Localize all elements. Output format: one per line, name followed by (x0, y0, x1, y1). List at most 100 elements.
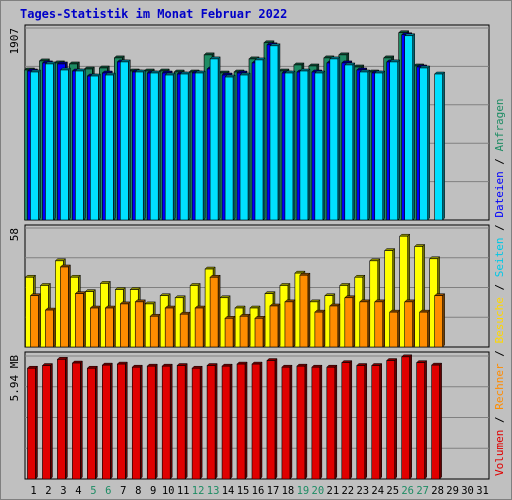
x-tick-label: 10 (162, 485, 175, 497)
bar-face (105, 307, 114, 348)
bar-side (83, 68, 86, 221)
bar-side (172, 72, 176, 221)
bar-seiten (284, 70, 296, 221)
bar-side (68, 67, 71, 221)
bar-seiten (194, 70, 206, 221)
bar-rechner (374, 299, 386, 348)
x-tick-label: 11 (177, 485, 190, 497)
bar-volumen (206, 362, 218, 480)
bar-side (232, 74, 236, 221)
x-tick-label: 13 (207, 485, 220, 497)
bar-side (140, 364, 143, 480)
bar-side (232, 315, 236, 348)
bar-volumen (266, 357, 278, 480)
bar-face (284, 72, 294, 221)
bar-face (431, 364, 440, 480)
bar-rechner (134, 299, 146, 348)
bar-seiten (179, 71, 191, 221)
bar-seiten (254, 57, 266, 221)
bar-face (389, 311, 399, 348)
legend-item-anfragen: Anfragen (493, 98, 506, 151)
x-tick-label: 5 (90, 485, 96, 497)
bar-rechner (269, 303, 281, 348)
bar-side (157, 70, 161, 221)
legend-item-dateien: Dateien (493, 171, 506, 217)
bar-face (116, 363, 126, 480)
bar-seiten (44, 61, 57, 221)
bar-side (202, 70, 206, 221)
bar-face (161, 365, 171, 480)
legend-separator: / (493, 218, 506, 238)
bar-rechner (164, 305, 176, 348)
bar-face (371, 365, 381, 480)
bar-face (194, 72, 204, 221)
x-tick-label: 7 (120, 485, 126, 497)
bar-face (191, 367, 201, 480)
bar-rechner (104, 305, 116, 348)
bar-face (30, 295, 39, 348)
bar-rechner (29, 293, 42, 348)
bar-volumen (356, 362, 368, 480)
bar-face (119, 61, 129, 221)
bar-face (102, 364, 111, 480)
bar-face (296, 365, 306, 480)
x-tick-label: 23 (356, 485, 369, 497)
bar-face (194, 307, 204, 348)
bar-face (384, 250, 394, 348)
bar-face (239, 74, 249, 221)
bar-face (344, 297, 354, 348)
bar-seiten (59, 67, 72, 221)
bar-side (65, 356, 68, 480)
bar-side (95, 365, 98, 480)
bar-face (45, 309, 54, 348)
x-tick-label: 14 (222, 485, 235, 497)
bar-rechner (284, 299, 296, 348)
bar-volumen (311, 364, 323, 480)
bar-side (128, 59, 131, 221)
bar-face (251, 363, 261, 480)
x-tick-label: 16 (252, 485, 265, 497)
bar-face (42, 365, 51, 480)
bar-face (57, 359, 66, 480)
bar-face (299, 70, 309, 221)
bar-face (281, 366, 291, 480)
bar-rechner (419, 309, 431, 348)
bar-volumen (386, 357, 398, 480)
chart-title: Tages-Statistik im Monat Februar 2022 (20, 7, 287, 21)
bar-volumen (131, 364, 143, 480)
bar-face (404, 35, 413, 221)
bar-face (374, 301, 384, 348)
bar-face (266, 360, 276, 480)
bar-rechner (194, 305, 206, 348)
bar-face (386, 360, 396, 480)
bar-seiten (269, 43, 281, 221)
bar-seiten (404, 33, 416, 221)
bar-face (419, 311, 428, 348)
bar-face (389, 61, 399, 221)
bar-face (314, 72, 324, 221)
bar-face (90, 75, 99, 221)
bar-side (184, 362, 188, 480)
bar-seiten (344, 62, 356, 221)
x-tick-label: 18 (282, 485, 295, 497)
bar-rechner (329, 303, 341, 348)
legend-separator: / (493, 344, 506, 364)
bar-volumen (86, 365, 98, 480)
bar-face (374, 72, 384, 221)
bar-volumen (26, 365, 39, 480)
x-tick-label: 24 (371, 485, 384, 497)
bar-seiten (434, 71, 446, 221)
bar-rechner (74, 291, 86, 348)
x-tick-label: 1 (30, 485, 36, 497)
bar-rechner (239, 313, 251, 348)
bar-side (229, 363, 233, 480)
bar-face (75, 70, 84, 221)
x-tick-label: 26 (401, 485, 414, 497)
bar-volumen (296, 363, 308, 480)
bar-seiten (374, 70, 386, 221)
panel-requests: 1907 (8, 24, 490, 221)
bar-face (404, 301, 413, 348)
bar-side (110, 362, 113, 480)
bar-volumen (431, 362, 443, 480)
bar-side (214, 362, 218, 480)
